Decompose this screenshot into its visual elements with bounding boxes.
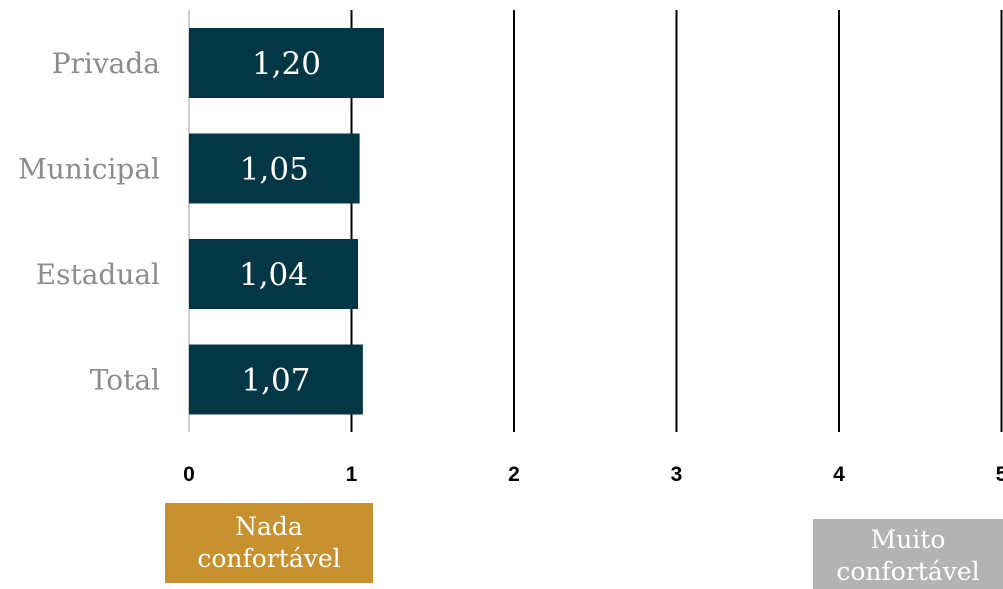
- bar: [189, 239, 358, 309]
- bar-value-label: 1,05: [240, 152, 309, 188]
- bar-value-label: 1,20: [252, 46, 321, 82]
- x-tick-label: 4: [833, 463, 845, 486]
- x-tick-label: 5: [996, 463, 1003, 486]
- scale-high-label: Muito confortável: [813, 519, 1003, 589]
- category-label: Privada: [52, 47, 160, 80]
- grid-lines: [350, 10, 1003, 432]
- category-label: Municipal: [18, 153, 160, 186]
- x-tick-label: 2: [508, 463, 520, 486]
- x-tick-labels: 0 1 2 3 4 5: [183, 463, 1003, 486]
- bar: [189, 344, 363, 415]
- x-tick-label: 3: [671, 463, 683, 486]
- bar-value-label: 1,04: [239, 257, 308, 293]
- bars: 1,20 1,05 1,04 1,07: [189, 28, 384, 415]
- bar: [189, 28, 384, 98]
- bar-value-label: 1,07: [241, 363, 310, 399]
- scale-low-label: Nada confortável: [165, 503, 373, 583]
- category-labels: Privada Municipal Estadual Total: [18, 47, 160, 397]
- bar: [189, 133, 360, 204]
- category-label: Total: [90, 364, 160, 397]
- x-tick-label: 0: [183, 463, 195, 486]
- x-tick-label: 1: [346, 463, 358, 486]
- category-label: Estadual: [36, 258, 160, 291]
